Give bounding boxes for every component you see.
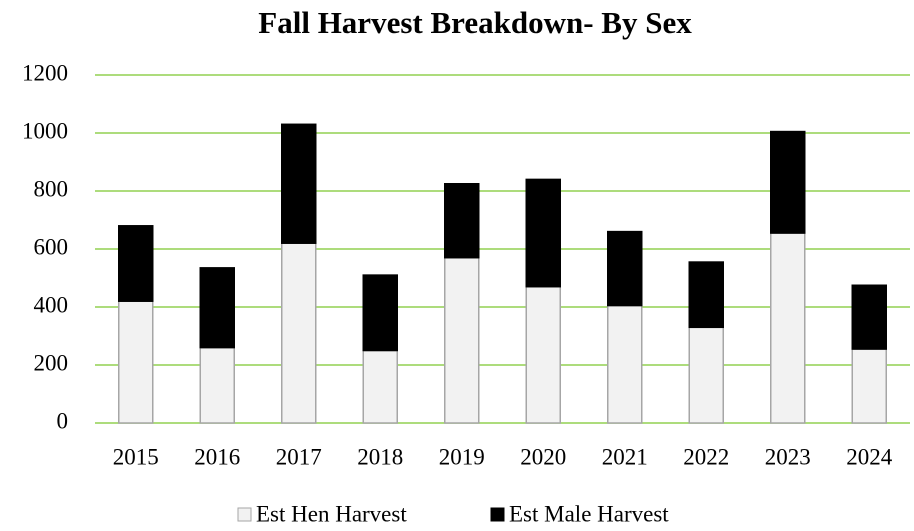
bar-segment xyxy=(851,348,887,424)
legend-label: Est Hen Harvest xyxy=(256,501,407,526)
bar-segment xyxy=(770,130,806,234)
y-tick-label: 200 xyxy=(34,350,69,375)
bar-segment xyxy=(688,261,724,329)
bar-segment xyxy=(607,230,643,307)
bar-segment xyxy=(281,123,317,244)
bar-segment xyxy=(444,256,480,424)
bar-segment xyxy=(281,242,317,424)
y-tick-label: 800 xyxy=(34,176,69,201)
bar-segment xyxy=(199,346,235,424)
bar-segment xyxy=(118,225,154,302)
bar-segment xyxy=(770,232,806,424)
y-tick-label: 1200 xyxy=(22,60,68,85)
bar-segment xyxy=(525,178,561,288)
x-tick-label: 2018 xyxy=(357,444,403,469)
bar-segment xyxy=(525,285,561,424)
bar-segment xyxy=(199,267,235,349)
x-tick-label: 2022 xyxy=(683,444,729,469)
x-tick-label: 2021 xyxy=(602,444,648,469)
bar-segment xyxy=(607,304,643,424)
bar-segment xyxy=(362,349,398,424)
x-tick-label: 2023 xyxy=(765,444,811,469)
legend-swatch xyxy=(237,507,252,522)
bar-segment xyxy=(851,284,887,350)
y-tick-label: 600 xyxy=(34,234,69,259)
y-tick-label: 0 xyxy=(57,408,69,433)
legend-label: Est Male Harvest xyxy=(509,501,669,526)
bar-segment xyxy=(444,183,480,259)
bar-segment xyxy=(118,300,154,424)
x-tick-label: 2015 xyxy=(113,444,159,469)
bar-segment xyxy=(362,274,398,352)
bar-segment xyxy=(688,326,724,424)
x-tick-label: 2016 xyxy=(194,444,240,469)
y-tick-label: 400 xyxy=(34,292,69,317)
x-tick-label: 2019 xyxy=(439,444,485,469)
x-tick-label: 2024 xyxy=(846,444,893,469)
legend-swatch xyxy=(490,507,505,522)
x-tick-label: 2020 xyxy=(520,444,566,469)
x-tick-label: 2017 xyxy=(276,444,322,469)
chart-title: Fall Harvest Breakdown- By Sex xyxy=(258,5,692,40)
y-tick-label: 1000 xyxy=(22,118,68,143)
